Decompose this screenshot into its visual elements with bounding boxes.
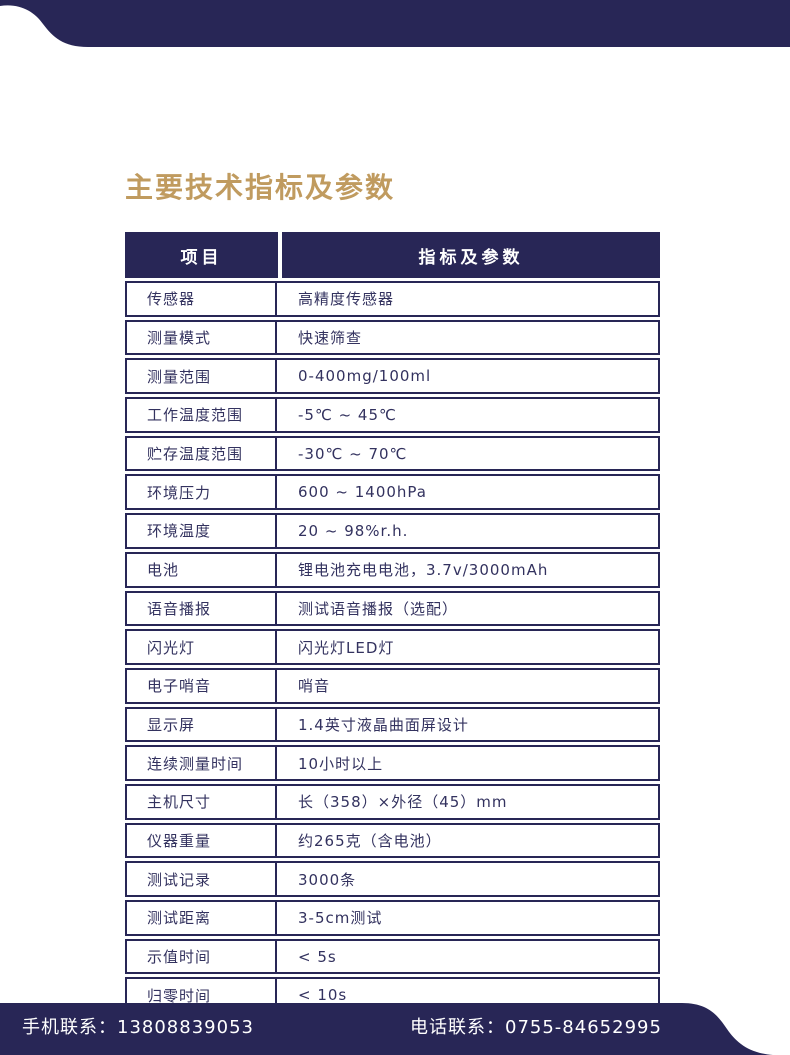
item-cell: 传感器	[127, 283, 277, 315]
footer-banner-wave	[0, 1003, 773, 1055]
value-cell: 约265克（含电池）	[298, 831, 442, 850]
value-cell: -5℃ ~ 45℃	[298, 405, 397, 424]
item-cell: 仪器重量	[127, 824, 277, 857]
value-cell: < 5s	[298, 947, 337, 966]
item-cell: 电池	[127, 553, 277, 586]
value-cell: 20 ~ 98%r.h.	[298, 521, 409, 540]
page-title: 主要技术指标及参数	[125, 171, 396, 204]
table-row: 连续测量时间 10小时以上	[125, 745, 660, 781]
value-cell: 测试语音播报（选配）	[298, 599, 459, 618]
table-row: 环境压力 600 ~ 1400hPa	[125, 474, 660, 511]
phone-contact-label: 电话联系：	[410, 1017, 505, 1038]
item-cell: 电子哨音	[127, 669, 277, 702]
header-value-column: 指标及参数	[282, 232, 660, 278]
table-row: 闪光灯 闪光灯LED灯	[125, 629, 660, 665]
table-row: 电子哨音 哨音	[125, 667, 660, 704]
value-cell: < 10s	[298, 986, 348, 1005]
item-cell: 语音播报	[127, 592, 277, 625]
table-row: 贮存温度范围 -30℃ ~ 70℃	[125, 435, 660, 472]
table-row: 测试记录 3000条	[125, 861, 660, 897]
item-cell: 环境压力	[127, 476, 277, 509]
value-cell: 闪光灯LED灯	[298, 638, 395, 657]
item-cell: 主机尺寸	[127, 785, 277, 818]
value-cell: 快速筛查	[298, 329, 363, 348]
mobile-contact-number: 13808839053	[117, 1017, 254, 1038]
value-cell: 3000条	[298, 870, 357, 889]
table-row: 测量模式 快速筛查	[125, 319, 660, 356]
value-cell: 长（358）×外径（45）mm	[298, 793, 508, 812]
item-cell: 测量模式	[127, 321, 277, 354]
table-row: 工作温度范围 -5℃ ~ 45℃	[125, 397, 660, 433]
table-row: 示值时间 < 5s	[125, 938, 660, 975]
item-cell: 工作温度范围	[127, 399, 277, 431]
mobile-contact-label: 手机联系：	[22, 1017, 117, 1038]
top-banner-wave	[0, 0, 790, 47]
table-row: 仪器重量 约265克（含电池）	[125, 822, 660, 859]
item-cell: 示值时间	[127, 940, 277, 973]
table-row: 测试距离 3-5cm测试	[125, 900, 660, 936]
item-cell: 环境温度	[127, 515, 277, 547]
phone-contact: 电话联系：0755-84652995	[410, 1003, 662, 1053]
table-row: 语音播报 测试语音播报（选配）	[125, 590, 660, 627]
header-item-column: 项目	[125, 232, 278, 278]
footer-contacts: 手机联系：13808839053 电话联系：0755-84652995	[0, 1003, 790, 1055]
item-cell: 贮存温度范围	[127, 437, 277, 470]
value-cell: 锂电池充电电池，3.7v/3000mAh	[298, 561, 549, 580]
spec-table: 项目 指标及参数 传感器 高精度传感器测量模式 快速筛查测量范围 0-400mg/10…	[125, 232, 660, 1014]
table-row: 显示屏 1.4英寸液晶曲面屏设计	[125, 706, 660, 743]
mobile-contact: 手机联系：13808839053	[22, 1003, 254, 1053]
value-cell: -30℃ ~ 70℃	[298, 444, 408, 463]
phone-contact-number: 0755-84652995	[505, 1017, 662, 1038]
table-row: 电池 锂电池充电电池，3.7v/3000mAh	[125, 551, 660, 588]
item-cell: 测试记录	[127, 863, 277, 895]
spec-table-body: 传感器 高精度传感器测量模式 快速筛查测量范围 0-400mg/100ml 工作温度范围…	[125, 281, 660, 1014]
item-cell: 测试距离	[127, 902, 277, 934]
value-cell: 10小时以上	[298, 754, 384, 773]
value-cell: 哨音	[298, 677, 331, 696]
table-row: 测量范围 0-400mg/100ml	[125, 358, 660, 395]
table-row: 传感器 高精度传感器	[125, 281, 660, 317]
spec-table-header: 项目 指标及参数	[125, 232, 660, 278]
item-cell: 测量范围	[127, 360, 277, 393]
value-cell: 0-400mg/100ml	[298, 367, 432, 386]
value-cell: 600 ~ 1400hPa	[298, 483, 427, 502]
table-row: 环境温度 20 ~ 98%r.h.	[125, 513, 660, 549]
value-cell: 1.4英寸液晶曲面屏设计	[298, 715, 469, 734]
item-cell: 显示屏	[127, 708, 277, 741]
item-cell: 闪光灯	[127, 631, 277, 663]
value-cell: 3-5cm测试	[298, 909, 383, 928]
table-row: 主机尺寸 长（358）×外径（45）mm	[125, 783, 660, 820]
item-cell: 归零时间	[127, 979, 277, 1012]
item-cell: 连续测量时间	[127, 747, 277, 779]
value-cell: 高精度传感器	[298, 290, 395, 309]
